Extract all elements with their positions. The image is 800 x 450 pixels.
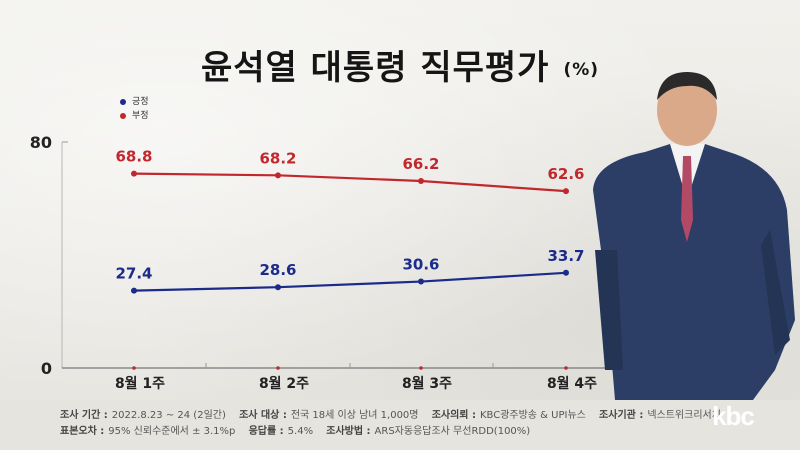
series-line-negative (133, 172, 567, 193)
survey-footer: 조사 기간 :2022.8.23 ~ 24 (2일간) 조사 대상 : 전국 18… (0, 400, 800, 450)
x-tick-mark (564, 366, 568, 370)
x-tick-mark (419, 366, 423, 370)
footer-line-2: 표본오차 :95% 신뢰수준에서 ± 3.1%p 응답률 :5.4% 조사방법 … (60, 422, 530, 437)
data-point-negative (563, 188, 569, 195)
legend-item-negative: 부정 (120, 109, 149, 123)
agency-value: 넥스트위크리서치 (647, 410, 721, 421)
target-value: 전국 18세 이상 남녀 1,000명 (290, 410, 419, 421)
data-label-negative: 66.2 (402, 155, 439, 173)
data-label-positive: 27.4 (115, 265, 152, 283)
y-tick-label: 0 (41, 359, 52, 378)
data-point-negative (275, 172, 281, 179)
response-label: 응답률 : (248, 426, 284, 437)
data-label-negative: 68.2 (259, 149, 296, 167)
data-label-positive: 30.6 (402, 256, 439, 274)
legend-item-positive: 긍정 (120, 95, 149, 109)
series-line-positive (133, 271, 567, 292)
error-label: 표본오차 : (60, 426, 105, 437)
agency-label: 조사기관 : (599, 410, 644, 421)
legend-dot-positive (120, 99, 126, 105)
response-value: 5.4% (287, 426, 314, 437)
chart-title: 윤석열 대통령 직무평가 (%) (200, 48, 600, 88)
period-label: 조사 기간 : (60, 410, 108, 421)
data-point-negative (418, 177, 424, 184)
x-tick-label: 8월 1주 (115, 375, 165, 392)
error-value: 95% 신뢰수준에서 ± 3.1%p (108, 426, 236, 437)
x-tick-label: 8월 4주 (547, 375, 597, 392)
kbc-logo: kbc (712, 401, 755, 431)
method-label: 조사방법 : (326, 426, 371, 437)
chart-axes: 0 80 8월 1주 8월 2주 8월 3주 8월 4주 (30, 133, 636, 392)
x-tick-mark (132, 366, 136, 370)
data-label-negative: 62.6 (547, 165, 584, 183)
client-label: 조사의뢰 : (431, 410, 476, 421)
legend: 긍정 부정 (120, 95, 149, 123)
unit-label: (%) (563, 60, 600, 80)
data-point-positive (418, 278, 424, 285)
client-value: KBC광주방송 & UPI뉴스 (479, 410, 586, 421)
target-label: 조사 대상 : (239, 410, 287, 421)
data-label-positive: 28.6 (259, 261, 296, 279)
method-value: ARS자동응답조사 무선RDD(100%) (374, 426, 531, 437)
period-value: 2022.8.23 ~ 24 (2일간) (111, 410, 226, 421)
data-point-positive (131, 287, 137, 294)
footer-line-1: 조사 기간 :2022.8.23 ~ 24 (2일간) 조사 대상 : 전국 18… (60, 406, 721, 421)
data-point-positive (275, 284, 281, 291)
x-tick-label: 8월 3주 (402, 375, 452, 392)
series-positive: 27.4 28.6 30.6 33.7 (115, 247, 585, 294)
legend-label-positive: 긍정 (132, 97, 149, 107)
data-point-negative (131, 170, 137, 177)
x-tick-mark (276, 366, 280, 370)
series-negative: 68.8 68.2 66.2 62.6 (115, 148, 585, 195)
x-tick-label: 8월 2주 (259, 375, 309, 392)
data-label-negative: 68.8 (115, 148, 152, 166)
legend-dot-negative (120, 113, 126, 119)
president-photo (593, 72, 795, 400)
data-point-positive (563, 269, 569, 276)
legend-label-negative: 부정 (132, 111, 149, 121)
data-label-positive: 33.7 (547, 247, 584, 265)
y-tick-label: 80 (30, 133, 52, 152)
